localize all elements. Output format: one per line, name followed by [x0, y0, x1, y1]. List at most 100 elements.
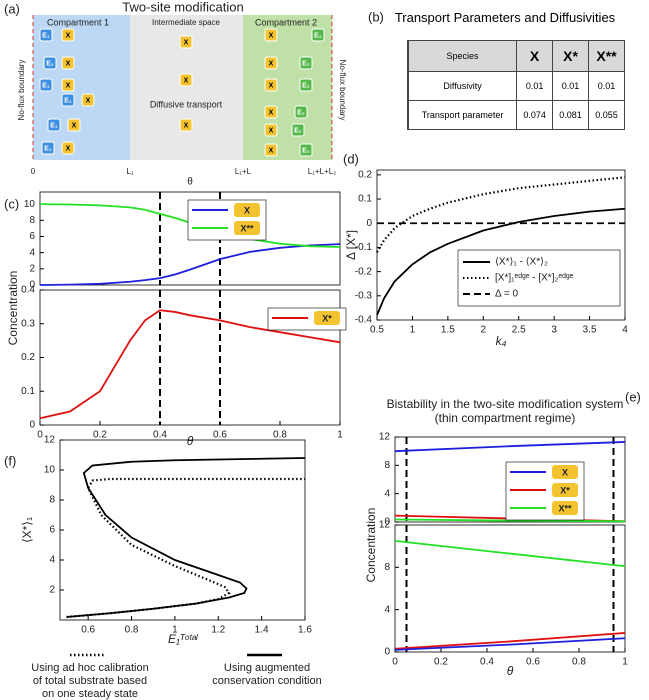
y-tick-label: 10	[44, 465, 56, 476]
table-row: Transport parameter 0.074 0.081 0.055	[407, 100, 625, 130]
species-icon	[47, 118, 61, 132]
y-tick-label: 0	[29, 420, 35, 431]
legend-label: X**	[240, 223, 254, 233]
table-title: Transport Parameters and Diffusivities	[394, 10, 616, 25]
y-tick-label: 0.2	[358, 169, 372, 180]
data-line	[39, 309, 341, 420]
y-tick-label: 12	[44, 435, 56, 446]
species-icon-label: X	[86, 97, 91, 104]
species-icon	[294, 105, 308, 119]
species-icon-label: E₁	[44, 145, 52, 152]
y-tick-label: 8	[384, 562, 390, 573]
species-icon	[179, 35, 193, 49]
species-icon	[39, 28, 53, 42]
y-tick-label: 0.1	[358, 194, 372, 205]
species-icon-label: X	[269, 127, 274, 134]
header-cell: Species	[407, 40, 518, 72]
y-axis-label: Δ [X*]	[344, 230, 358, 260]
parameter-table: Species X X* X** Diffusivity 0.01 0.01 0…	[407, 40, 625, 130]
data-line	[394, 518, 626, 523]
y-tick-label: 0.1	[21, 386, 35, 397]
species-icon	[264, 143, 278, 157]
data-line	[394, 637, 626, 651]
species-icon	[179, 118, 193, 132]
title-line: (thin compartment regime)	[435, 411, 576, 425]
diagram-title: Two-site modification	[122, 0, 243, 14]
table-cell: 0.01	[552, 71, 590, 101]
legend-label: X	[244, 205, 250, 215]
position-label: L₁	[126, 167, 133, 176]
species-icon	[67, 118, 81, 132]
y-tick-label: 6	[29, 231, 35, 242]
legend-icon	[234, 221, 260, 235]
x-tick-label: 3.5	[583, 325, 597, 336]
x-tick-label: 1	[622, 657, 628, 668]
legend-line: on one steady state	[42, 688, 138, 700]
y-tick-label: -0.3	[355, 290, 373, 301]
x-tick-label: 0.6	[213, 430, 227, 441]
species-icon-label: E₁	[46, 60, 54, 67]
species-icon	[61, 78, 75, 92]
species-icon	[61, 141, 75, 155]
y-tick-label: 4	[49, 555, 55, 566]
panel-label: (c)	[4, 196, 19, 211]
x-axis-label: E₁ᵀᵒᵗᵃˡ	[168, 632, 199, 646]
species-icon	[299, 56, 313, 70]
x-tick-label: 0.4	[480, 657, 494, 668]
y-tick-label: 0.2	[21, 352, 35, 363]
table-row: Diffusivity 0.01 0.01 0.01	[407, 71, 625, 101]
species-icon-label: X	[269, 147, 274, 154]
transport-label: Diffusive transport	[150, 99, 223, 109]
row-label: Diffusivity	[407, 71, 518, 101]
data-line	[394, 441, 626, 453]
x-tick-label: 1	[410, 325, 416, 336]
y-tick-label: 0.3	[21, 318, 35, 329]
species-icon-label: E₂	[314, 32, 322, 39]
boundary-label: No-flux boundary	[17, 60, 26, 121]
legend-label: Using ad hoc calibration of total substra…	[31, 662, 148, 700]
species-icon	[264, 78, 278, 92]
species-icon	[264, 123, 278, 137]
x-tick-label: 0.6	[81, 625, 95, 636]
x-tick-label: 0.8	[125, 625, 139, 636]
chart-title: Bistability in the two-site modification…	[387, 397, 624, 425]
species-icon-label: E₁	[42, 82, 50, 89]
plot-frame	[394, 436, 626, 523]
data-line	[39, 243, 341, 286]
x-tick-label: 2.5	[512, 325, 526, 336]
species-icon-label: X	[184, 77, 189, 84]
data-line	[66, 477, 305, 619]
x-tick-label: 0.6	[526, 657, 540, 668]
y-tick-label: 0.4	[21, 285, 35, 296]
position-label: θ	[187, 177, 193, 188]
position-label: L₁+L	[235, 167, 252, 176]
species-icon-label: E₂	[302, 147, 310, 154]
data-line	[39, 203, 341, 248]
compartment-label: Compartment 1	[47, 17, 109, 27]
species-icon-label: E₂	[294, 127, 302, 134]
x-tick-label: 0.2	[93, 430, 107, 441]
x-tick-label: 1.5	[441, 325, 455, 336]
table-cell: 0.081	[552, 100, 590, 130]
legend-label: ⟨X*⟩₁ - ⟨X*⟩₂	[495, 257, 548, 268]
y-tick-label: 0	[29, 280, 35, 291]
species-icon-label: X	[184, 122, 189, 129]
y-tick-label: 0	[384, 517, 390, 528]
panel-label: (d)	[343, 151, 359, 166]
species-icon	[61, 28, 75, 42]
y-tick-label: 2	[49, 585, 55, 596]
legend-icon	[314, 311, 340, 325]
species-icon	[264, 28, 278, 42]
species-icon	[61, 93, 75, 107]
position-label: L₁+L+L₂	[308, 167, 337, 176]
y-axis-label: Concentration	[364, 508, 378, 583]
legend-line: conservation condition	[212, 675, 321, 687]
plot-frame	[39, 191, 341, 286]
species-icon	[81, 93, 95, 107]
header-cell: X*	[552, 40, 590, 72]
plot-frame	[376, 169, 626, 321]
x-tick-label: 3	[551, 325, 557, 336]
x-tick-label: 0	[392, 657, 398, 668]
legend-label: [X*]₁ᵉᵈᵍᵉ - [X*]₂ᵉᵈᵍᵉ	[495, 273, 574, 284]
